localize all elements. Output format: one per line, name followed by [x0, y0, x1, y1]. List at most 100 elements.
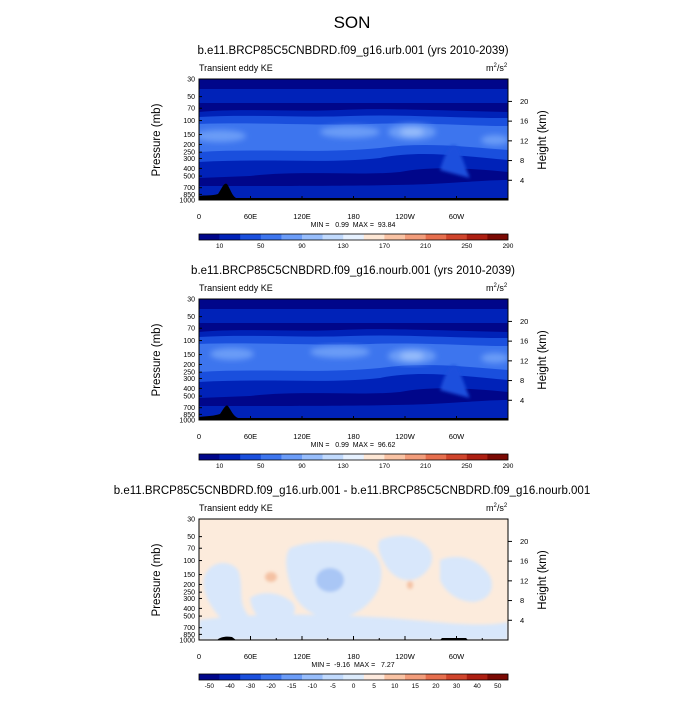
colorbar-swatch	[302, 234, 323, 240]
colorbar-swatch	[322, 674, 344, 680]
panel-title: b.e11.BRCP85C5CNBDRD.f09_g16.nourb.001 (…	[191, 265, 515, 277]
colorbar-label: 250	[461, 463, 472, 470]
right-axis-label: Height (km)	[537, 330, 549, 390]
colorbar-swatch	[466, 234, 488, 240]
height-tick-label: 12	[520, 356, 528, 365]
y-tick-label: 70	[187, 326, 195, 333]
x-tick-label: 0	[197, 432, 201, 441]
colorbar: -50 -40 -30 -20 -15 -10 -5 0 5 10 15 20 30 40 50	[198, 673, 509, 690]
colorbar-label: 10	[216, 463, 224, 470]
y-axis-label: Pressure (mb)	[151, 543, 163, 616]
colorbar-swatch	[446, 234, 468, 240]
x-tick-label: 60W	[449, 432, 465, 441]
colorbar-swatch	[343, 234, 365, 240]
y-tick-label: 850	[183, 412, 195, 419]
band-stratosphere	[199, 309, 508, 323]
units-label: m2/s2	[486, 283, 508, 293]
colorbar-swatch	[384, 674, 406, 680]
y-tick-label: 700	[183, 625, 195, 632]
jet-max-far-west	[481, 353, 508, 363]
x-tick-label: 120W	[395, 212, 416, 221]
y-axis-label: Pressure (mb)	[151, 323, 163, 396]
y-tick-label: 50	[187, 534, 195, 541]
colorbar-swatch	[302, 674, 323, 680]
x-tick-label: 120W	[395, 652, 416, 661]
colorbar-swatch	[322, 454, 344, 460]
contour-field	[199, 79, 508, 200]
right-axis-label: Height (km)	[537, 550, 549, 610]
jet-max-center	[320, 126, 380, 138]
height-tick-label: 16	[520, 337, 528, 346]
x-tick-label: 60E	[244, 212, 257, 221]
height-tick-label: 4	[520, 396, 524, 405]
colorbar-swatch	[260, 234, 282, 240]
colorbar-swatch	[487, 674, 509, 680]
height-axis: 4 8 12 16 20	[508, 317, 528, 405]
colorbar-swatch	[281, 234, 303, 240]
x-tick-label: 180	[347, 432, 360, 441]
x-tick-label: 180	[347, 212, 360, 221]
colorbar-swatch	[219, 674, 241, 680]
x-tick-label: 0	[197, 652, 201, 661]
x-tick-label: 120E	[293, 432, 311, 441]
y-tick-label: 200	[183, 582, 195, 589]
x-tick-label: 180	[347, 652, 360, 661]
field-label: Transient eddy KE	[199, 63, 273, 73]
y-tick-label: 500	[183, 174, 195, 181]
topography-mask	[199, 405, 242, 420]
colorbar-swatch	[487, 454, 509, 460]
topography-mask	[199, 183, 240, 200]
y-tick-label: 850	[183, 632, 195, 639]
x-tick-label: 120W	[395, 432, 416, 441]
height-tick-label: 4	[520, 176, 524, 185]
height-axis: 4 8 12 16 20	[508, 537, 528, 625]
x-axis-ticks: 0 60E 120E 180 120W 60W	[197, 196, 483, 221]
x-tick-label: 60W	[449, 212, 465, 221]
y-tick-label: 150	[183, 352, 195, 359]
y-tick-label: 1000	[179, 198, 195, 205]
pos-core-west	[407, 581, 413, 589]
colorbar-swatch	[219, 454, 241, 460]
y-tick-label: 300	[183, 376, 195, 383]
colorbar-swatch	[322, 234, 344, 240]
colorbar-label: 210	[420, 463, 431, 470]
colorbar-label: -5	[330, 683, 336, 690]
jet-max-west-core	[400, 128, 424, 136]
colorbar-label: 10	[216, 243, 224, 250]
colorbar-label: 250	[461, 243, 472, 250]
x-tick-label: 120E	[293, 212, 311, 221]
colorbar-label: 210	[420, 243, 431, 250]
jet-max-far-west	[481, 135, 508, 145]
colorbar-swatch	[405, 454, 426, 460]
height-tick-label: 20	[520, 317, 528, 326]
colorbar-swatch	[240, 454, 262, 460]
contour-field	[199, 519, 508, 640]
colorbar-label: 130	[338, 463, 349, 470]
colorbar-label: 40	[473, 683, 481, 690]
colorbar-label: -15	[287, 683, 297, 690]
colorbar-swatch	[405, 234, 426, 240]
colorbar-swatch	[405, 674, 426, 680]
colorbar-label: 50	[257, 243, 265, 250]
band-jet-core	[199, 343, 508, 372]
colorbar-frame	[198, 453, 509, 461]
plume-upwelling	[440, 365, 470, 398]
colorbar-swatch	[466, 454, 488, 460]
height-tick-label: 20	[520, 537, 528, 546]
height-tick-label: 8	[520, 156, 524, 165]
colorbar-label: 290	[503, 243, 514, 250]
y-tick-label: 70	[187, 106, 195, 113]
jet-max-center	[310, 346, 370, 358]
right-axis-label: Height (km)	[537, 110, 549, 170]
y-tick-label: 100	[183, 558, 195, 565]
y-tick-label: 1000	[179, 418, 195, 425]
colorbar-frame	[198, 233, 509, 241]
colorbar-swatch	[240, 234, 262, 240]
height-tick-label: 20	[520, 97, 528, 106]
y-tick-label: 30	[187, 77, 195, 84]
colorbar-label: 5	[372, 683, 376, 690]
y-tick-label: 500	[183, 614, 195, 621]
panel-difference: b.e11.BRCP85C5CNBDRD.f09_g16.urb.001 - b…	[114, 485, 590, 690]
stats-label: MIN = 0.99 MAX = 96.62	[311, 442, 396, 449]
